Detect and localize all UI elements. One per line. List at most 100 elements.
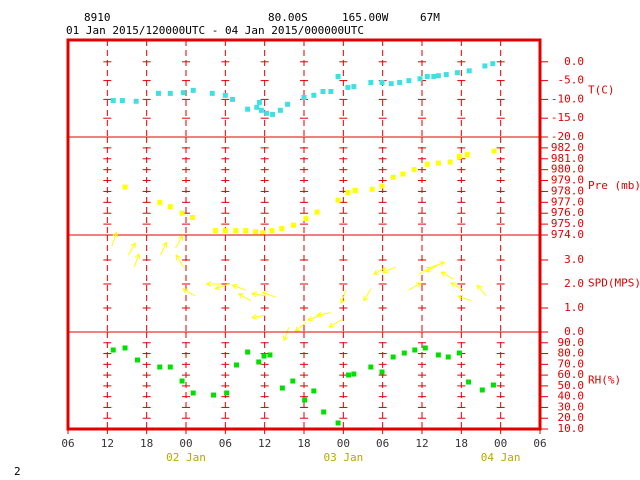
wind-arrow — [328, 319, 342, 328]
point — [256, 359, 262, 365]
point — [110, 98, 116, 104]
wind-arrow — [476, 284, 487, 297]
point — [167, 204, 173, 210]
y-tick-label: 977.0 — [551, 195, 584, 208]
point — [335, 420, 341, 426]
x-tick-label: 06 — [61, 437, 74, 450]
point — [254, 104, 260, 110]
point — [179, 378, 185, 384]
elevation: 67M — [420, 11, 440, 24]
point — [256, 99, 262, 105]
y-tick-label: 3.0 — [564, 253, 584, 266]
wind-arrow — [214, 283, 229, 291]
point — [233, 362, 239, 368]
point — [411, 167, 417, 173]
point — [335, 197, 341, 203]
x-tick-label: 12 — [101, 437, 114, 450]
point — [264, 110, 270, 116]
point — [406, 78, 412, 84]
point — [122, 184, 128, 190]
x-tick-label: 12 — [415, 437, 428, 450]
point — [311, 388, 317, 394]
point — [479, 387, 485, 393]
wind-arrow — [127, 242, 136, 256]
point — [277, 107, 283, 113]
y-tick-label: 50.0 — [558, 379, 585, 392]
point — [260, 230, 266, 236]
point — [222, 92, 228, 98]
point — [134, 357, 140, 363]
point — [122, 345, 128, 351]
point — [311, 92, 317, 98]
point — [157, 364, 163, 370]
point — [179, 210, 185, 216]
point — [345, 84, 351, 90]
y-tick-label: -15.0 — [551, 111, 584, 124]
y-axis-label: T(C) — [588, 84, 615, 97]
wind-arrow — [381, 266, 396, 274]
point — [301, 95, 307, 101]
point — [190, 215, 196, 221]
point — [397, 79, 403, 85]
point — [435, 160, 441, 166]
point — [303, 216, 309, 222]
y-tick-label: 0.0 — [564, 55, 584, 68]
point — [119, 98, 125, 104]
point — [230, 96, 236, 102]
wind-arrow — [363, 288, 372, 302]
x-tick-label: 06 — [376, 437, 389, 450]
point — [390, 354, 396, 360]
x-tick-label: 00 — [179, 437, 192, 450]
point — [417, 76, 423, 82]
y-tick-label: 90.0 — [558, 336, 585, 349]
wind-arrow — [111, 231, 118, 246]
point — [388, 81, 394, 87]
point — [314, 209, 320, 215]
x-tick-label: 12 — [258, 437, 271, 450]
point — [435, 352, 441, 358]
y-axis-label: SPD(MPS) — [588, 277, 640, 290]
y-axis-label: Pre (mb) — [588, 179, 640, 192]
y-tick-label: 80.0 — [558, 347, 585, 360]
y-tick-label: 974.0 — [551, 228, 584, 241]
date-label: 04 Jan — [481, 451, 521, 464]
x-tick-label: 06 — [219, 437, 232, 450]
wind-arrow — [237, 293, 252, 302]
point — [454, 70, 460, 76]
point — [368, 364, 374, 370]
point — [466, 379, 472, 385]
point — [490, 382, 496, 388]
point — [447, 159, 453, 165]
point — [279, 225, 285, 231]
point — [412, 347, 418, 353]
point — [390, 174, 396, 180]
date-label: 03 Jan — [323, 451, 363, 464]
y-tick-label: 980.0 — [551, 163, 584, 176]
y-tick-label: 981.0 — [551, 152, 584, 165]
wind-arrow — [457, 294, 472, 302]
y-tick-label: -20.0 — [551, 130, 584, 143]
point — [443, 72, 449, 78]
point — [351, 371, 357, 377]
y-tick-label: 976.0 — [551, 206, 584, 219]
point — [155, 90, 161, 96]
point — [379, 79, 385, 85]
wind-arrow — [231, 283, 246, 291]
page-number: 2 — [14, 465, 21, 478]
x-tick-label: 18 — [297, 437, 310, 450]
point — [401, 350, 407, 356]
point — [482, 63, 488, 69]
y-tick-label: 30.0 — [558, 400, 585, 413]
wind-arrow — [372, 266, 387, 275]
point — [133, 98, 139, 104]
point — [261, 353, 267, 359]
point — [224, 390, 230, 396]
y-tick-label: 982.0 — [551, 141, 584, 154]
point — [320, 89, 326, 95]
y-tick-label: 70.0 — [558, 357, 585, 370]
point — [328, 89, 334, 95]
point — [456, 154, 462, 160]
point — [190, 390, 196, 396]
point — [245, 349, 251, 355]
point — [267, 352, 273, 358]
